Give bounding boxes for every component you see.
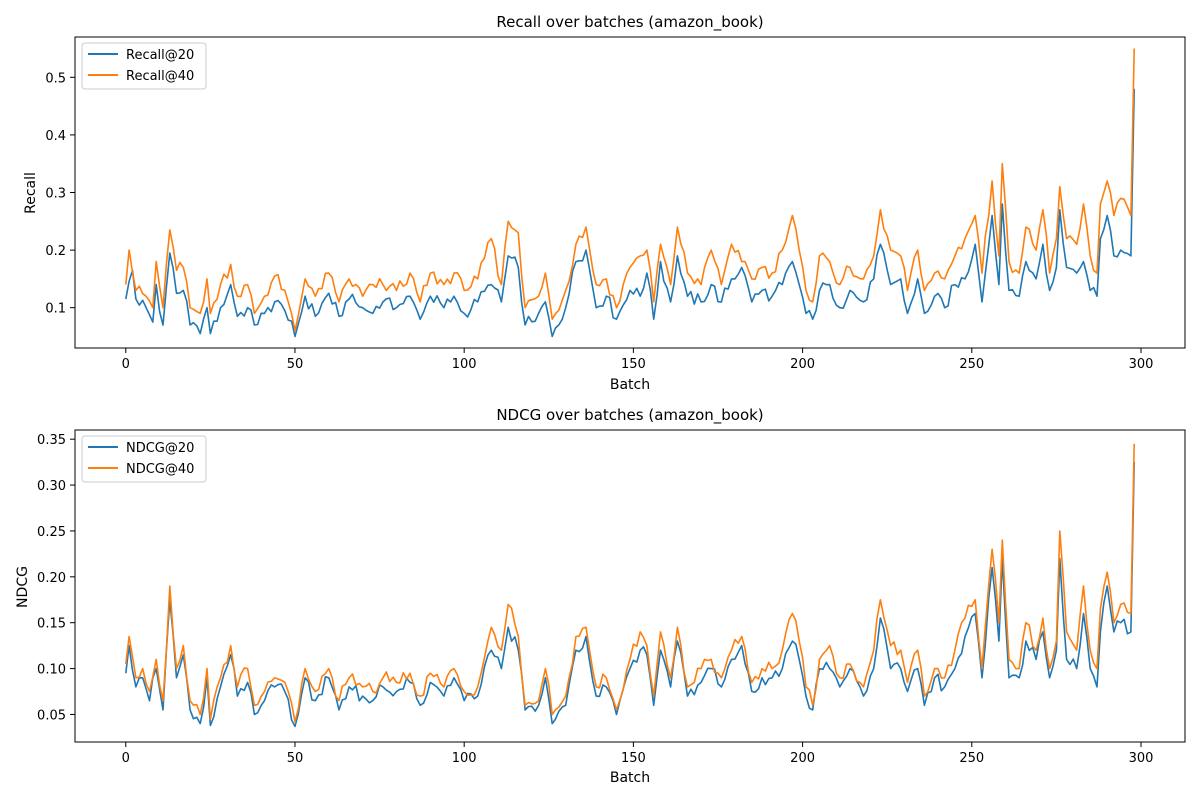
ndcg-y-tick-label: 0.20 <box>37 571 66 586</box>
ndcg-x-tick-label: 200 <box>790 751 815 766</box>
recall-x-tick-label: 0 <box>122 357 130 372</box>
ndcg-x-tick-label: 100 <box>452 751 477 766</box>
recall-x-tick-label: 300 <box>1129 357 1154 372</box>
ndcg-y-axis-label: NDCG <box>15 566 31 608</box>
ndcg-x-tick-label: 150 <box>621 751 646 766</box>
ndcg-series-lines <box>125 443 1135 728</box>
ndcg-x-tick-label: 300 <box>1129 751 1154 766</box>
recall-legend-label-1: Recall@40 <box>126 69 194 84</box>
recall-x-tick-label: 150 <box>621 357 646 372</box>
ndcg-chart: NDCG over batches (amazon_book) 0 50 100 15… <box>15 406 1186 786</box>
ndcg-legend: NDCG@20 NDCG@40 <box>81 435 207 483</box>
recall-series-line-0 <box>125 88 1135 338</box>
ndcg-y-tick-label: 0.25 <box>37 525 66 540</box>
recall-y-tick-label: 0.2 <box>45 244 66 259</box>
ndcg-y-ticks: 0.05 0.10 0.15 0.20 0.25 0.30 0.35 <box>37 433 75 723</box>
recall-y-ticks: 0.1 0.2 0.3 0.4 0.5 <box>45 71 75 317</box>
ndcg-legend-label-0: NDCG@20 <box>126 441 194 456</box>
ndcg-y-tick-label: 0.30 <box>37 479 66 494</box>
recall-x-ticks: 0 50 100 150 200 250 300 <box>122 348 1154 372</box>
ndcg-y-tick-label: 0.10 <box>37 663 66 678</box>
recall-y-tick-label: 0.5 <box>45 71 66 86</box>
recall-x-tick-label: 50 <box>287 357 304 372</box>
recall-series-lines <box>125 48 1135 338</box>
recall-y-tick-label: 0.1 <box>45 302 66 317</box>
ndcg-legend-label-1: NDCG@40 <box>126 462 194 477</box>
recall-y-axis-label: Recall <box>23 172 39 214</box>
recall-x-tick-label: 250 <box>959 357 984 372</box>
recall-legend: Recall@20 Recall@40 <box>81 42 207 90</box>
ndcg-x-axis-label: Batch <box>610 770 650 786</box>
ndcg-x-ticks: 0 50 100 150 200 250 300 <box>122 742 1154 766</box>
recall-legend-label-0: Recall@20 <box>126 48 194 63</box>
ndcg-chart-title: NDCG over batches (amazon_book) <box>496 406 763 425</box>
recall-y-tick-label: 0.3 <box>45 187 66 202</box>
ndcg-plot-frame <box>74 429 1186 743</box>
ndcg-x-tick-label: 50 <box>287 751 304 766</box>
ndcg-series-line-1 <box>125 443 1135 723</box>
ndcg-y-tick-label: 0.05 <box>37 708 66 723</box>
recall-x-tick-label: 100 <box>452 357 477 372</box>
ndcg-x-tick-label: 250 <box>959 751 984 766</box>
recall-chart: Recall over batches (amazon_book) 0 50 100… <box>23 13 1186 393</box>
recall-chart-title: Recall over batches (amazon_book) <box>496 13 763 32</box>
ndcg-y-tick-label: 0.15 <box>37 617 66 632</box>
recall-y-tick-label: 0.4 <box>45 129 66 144</box>
ndcg-x-tick-label: 0 <box>122 751 130 766</box>
recall-x-axis-label: Batch <box>610 377 650 393</box>
recall-x-tick-label: 200 <box>790 357 815 372</box>
ndcg-series-line-0 <box>125 462 1135 728</box>
recall-series-line-1 <box>125 48 1135 332</box>
ndcg-y-tick-label: 0.35 <box>37 433 66 448</box>
